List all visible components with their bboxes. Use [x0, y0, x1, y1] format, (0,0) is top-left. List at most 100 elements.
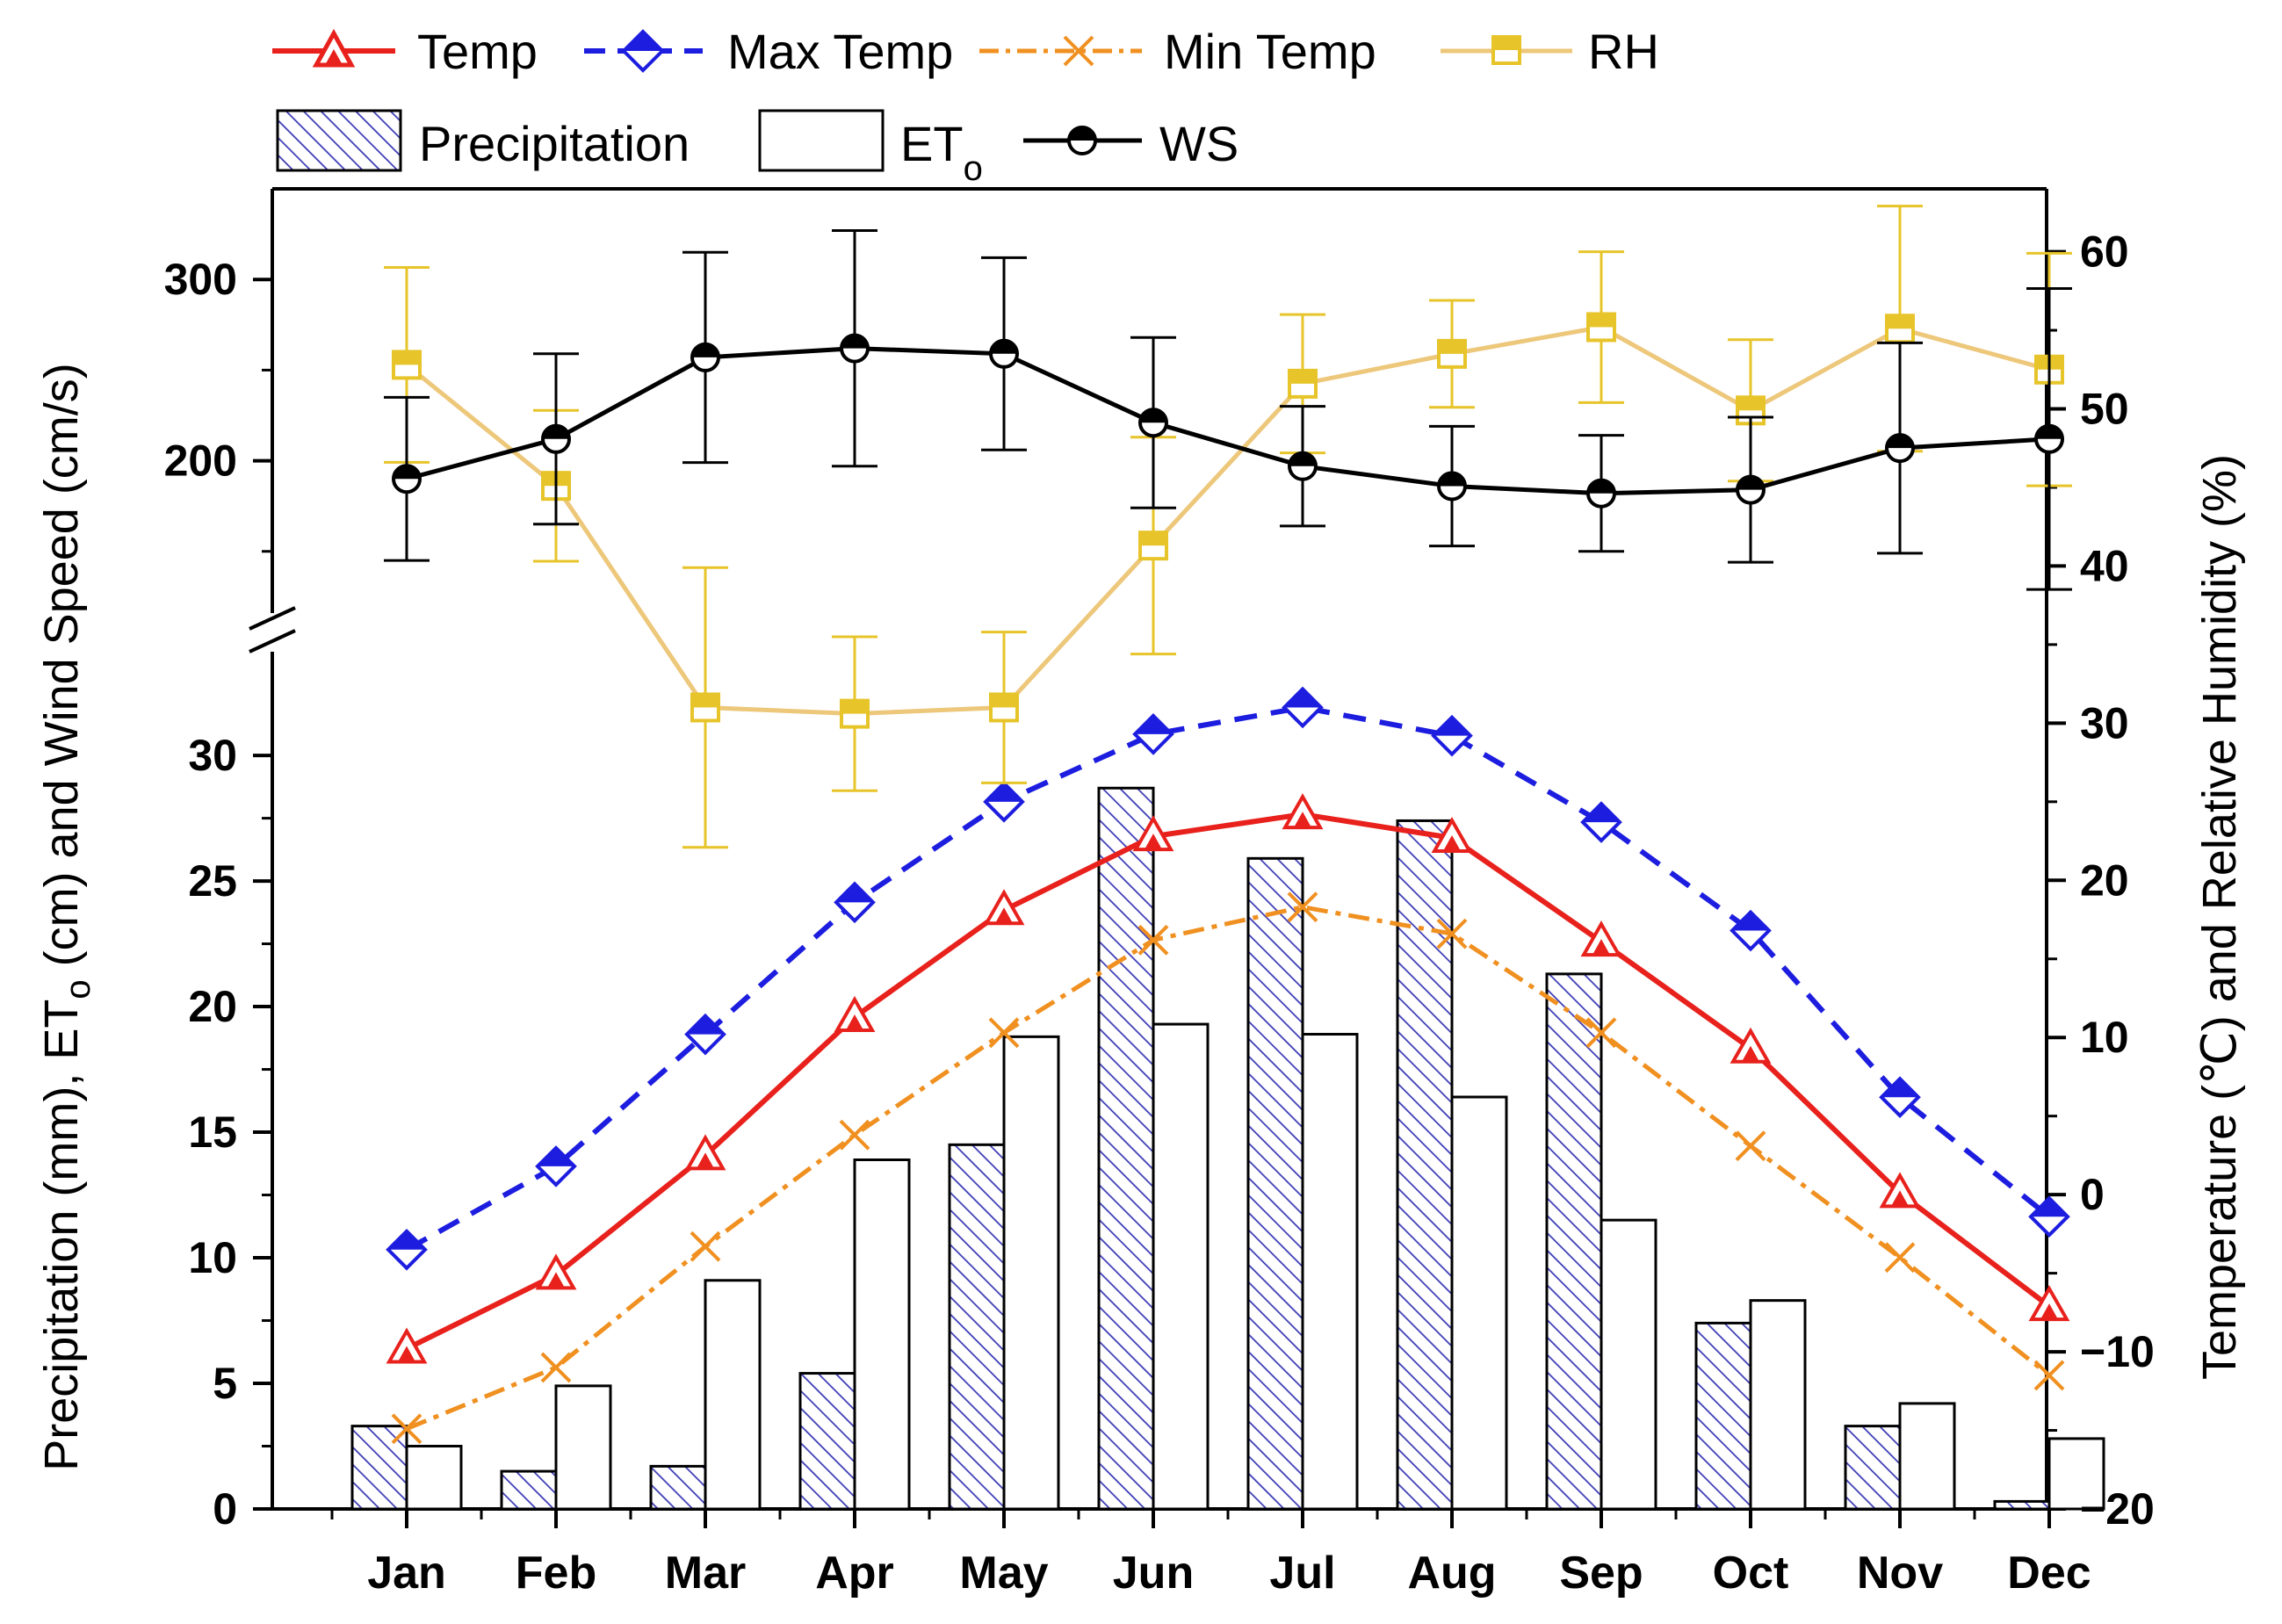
marker-ws-fill — [2036, 425, 2062, 439]
marker-min-temp — [988, 1017, 1020, 1049]
legend-item-precipitation: Precipitation — [276, 109, 690, 172]
marker-rh-fill — [1737, 397, 1764, 411]
marker-temp-fill — [846, 1014, 863, 1030]
marker-rh-fill — [1887, 315, 1913, 329]
series-line-temp — [405, 812, 2051, 1352]
marker-min-temp — [1735, 1130, 1766, 1162]
legend-label-precipitation: Precipitation — [419, 116, 690, 171]
x-tick-label-dec: Dec — [2007, 1548, 2091, 1599]
marker-max-temp-fill — [538, 1147, 574, 1166]
marker-ws-fill — [1887, 435, 1913, 449]
tick-labels-group: 0 5 10 15 20 25 30 200 300 −20 −10 0 10 20 30 40 50 60 Jan… — [164, 227, 2155, 1599]
legend-label-temp: Temp — [417, 24, 538, 79]
x-tick-label-feb: Feb — [516, 1548, 596, 1599]
right-tick-label: 0 — [2080, 1170, 2105, 1219]
x-tick-label-jan: Jan — [367, 1548, 446, 1599]
marker-max-temp-fill — [1433, 717, 1470, 736]
bar-eto-may — [1002, 1035, 1060, 1511]
marker-rh-fill — [841, 700, 868, 714]
marker-rh-fill — [1588, 314, 1614, 328]
marker-min-temp — [391, 1413, 422, 1445]
marker-ws-fill — [1140, 409, 1166, 423]
x-tick-label-jul: Jul — [1269, 1548, 1335, 1599]
series-line-min-temp — [406, 905, 2051, 1432]
right-tick-label: −20 — [2080, 1484, 2155, 1534]
marker-rh-fill — [1140, 532, 1166, 546]
marker-min-temp — [1287, 891, 1318, 923]
marker-min-temp — [1884, 1242, 1916, 1274]
legend: Temp Max Temp Min Temp RH Precipitation … — [272, 24, 1659, 188]
legend-item-ws: WS — [1023, 116, 1238, 171]
bar-precipitation-jun — [1097, 786, 1155, 1511]
x-tick-label-apr: Apr — [815, 1548, 894, 1599]
right-tick-label: 40 — [2080, 541, 2129, 590]
marker-temp-fill — [547, 1272, 565, 1288]
bar-precipitation-oct — [1694, 1321, 1752, 1511]
left-axis-title: Precipitation (mm), ETo (cm) and Wind Sp… — [35, 363, 97, 1471]
bar-precipitation-feb — [500, 1469, 558, 1511]
marker-min-temp — [690, 1231, 721, 1262]
marker-max-temp-fill — [1284, 689, 1321, 708]
series-line-max-temp — [405, 704, 2051, 1252]
marker-temp-fill — [1891, 1190, 1909, 1207]
right-tick-label: 10 — [2080, 1013, 2129, 1062]
marker-ws-fill — [1737, 476, 1764, 490]
left-tick-label: 300 — [164, 255, 237, 304]
legend-item-max-temp: Max Temp — [584, 24, 953, 79]
x-tick-label-aug: Aug — [1407, 1548, 1496, 1599]
left-tick-label: 25 — [188, 856, 237, 906]
bar-eto-mar — [704, 1279, 762, 1511]
left-tick-label: 0 — [213, 1484, 237, 1534]
marker-temp-fill — [1443, 834, 1461, 851]
marker-max-temp-fill — [1881, 1079, 1918, 1098]
legend-label-ws: WS — [1159, 116, 1238, 171]
x-tick-label-oct: Oct — [1713, 1548, 1789, 1599]
marker-min-temp — [839, 1119, 870, 1151]
marker-rh-fill — [1289, 370, 1316, 384]
marker-temp-fill — [1592, 939, 1610, 956]
bar-eto-feb — [554, 1384, 612, 1511]
right-tick-label: −10 — [2080, 1327, 2155, 1376]
marker-temp-fill — [398, 1346, 415, 1362]
bar-eto-jul — [1301, 1033, 1359, 1511]
left-tick-label: 10 — [188, 1233, 237, 1282]
marker-rh-fill — [394, 351, 420, 365]
legend-label-rh: RH — [1588, 24, 1659, 79]
marker-temp-fill — [1294, 812, 1311, 828]
marker-ws-fill — [692, 343, 719, 357]
left-tick-label: 20 — [188, 982, 237, 1031]
marker-temp-fill — [995, 907, 1013, 924]
x-tick-label-mar: Mar — [665, 1548, 746, 1599]
left-tick-label: 5 — [213, 1359, 237, 1408]
series-line-ws — [406, 346, 2050, 496]
bar-eto-oct — [1749, 1299, 1807, 1511]
axis-break-mark — [249, 606, 296, 653]
marker-temp-fill — [1145, 834, 1162, 850]
x-tick-label-may: May — [959, 1548, 1048, 1599]
bar-precipitation-may — [948, 1143, 1006, 1511]
bars-group — [350, 786, 2105, 1511]
legend-item-eto: ETo — [758, 109, 983, 188]
bar-precipitation-dec — [1993, 1499, 2051, 1511]
axis-titles: Precipitation (mm), ETo (cm) and Wind Sp… — [35, 363, 2246, 1471]
lines-group — [384, 205, 2072, 1445]
bar-precipitation-jul — [1246, 856, 1304, 1511]
left-tick-label: 30 — [188, 731, 237, 780]
marker-min-temp — [1436, 918, 1468, 949]
right-axis-title: Temperature (℃) and Relative Humidity (%… — [2193, 454, 2246, 1380]
x-tick-label-nov: Nov — [1857, 1548, 1943, 1599]
marker-ws-fill — [1289, 452, 1316, 466]
marker-min-temp — [540, 1352, 572, 1383]
legend-item-temp: Temp — [272, 24, 538, 79]
legend-item-min-temp: Min Temp — [979, 24, 1376, 79]
marker-max-temp-fill — [836, 884, 873, 903]
bar-precipitation-nov — [1844, 1425, 1902, 1511]
marker-max-temp-fill — [1732, 912, 1769, 931]
marker-rh-fill — [991, 694, 1017, 708]
legend-label-eto: ETo — [900, 116, 983, 188]
marker-ws-fill — [394, 466, 420, 480]
bar-eto-apr — [853, 1158, 911, 1511]
bar-eto-dec — [2047, 1437, 2105, 1511]
marker-ws-fill — [991, 340, 1017, 354]
